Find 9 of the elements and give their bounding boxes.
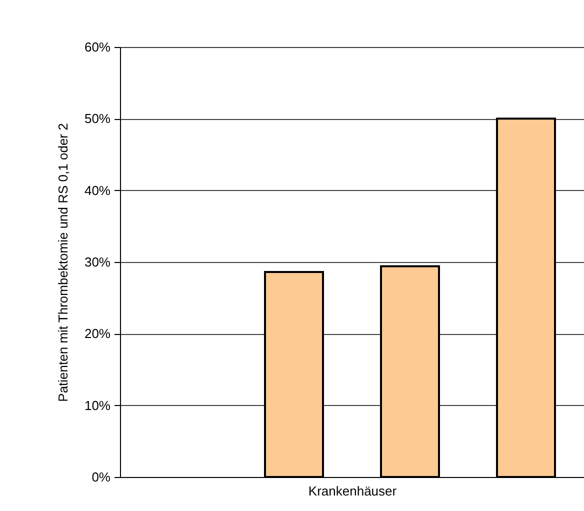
- y-tick-label: 10%: [84, 398, 111, 413]
- y-tick-label: 0%: [92, 470, 111, 484]
- x-axis-title: Krankenhäuser: [308, 484, 398, 498]
- y-tick-label: 20%: [84, 326, 111, 342]
- y-tick-label: 50%: [84, 111, 111, 126]
- y-tick-label: 30%: [84, 254, 111, 270]
- y-axis-title: Patienten mit Thrombektomie und RS 0,1 oder 2: [55, 123, 70, 402]
- y-tick-label: 40%: [84, 182, 111, 198]
- y-tick-label: 60%: [84, 40, 111, 54]
